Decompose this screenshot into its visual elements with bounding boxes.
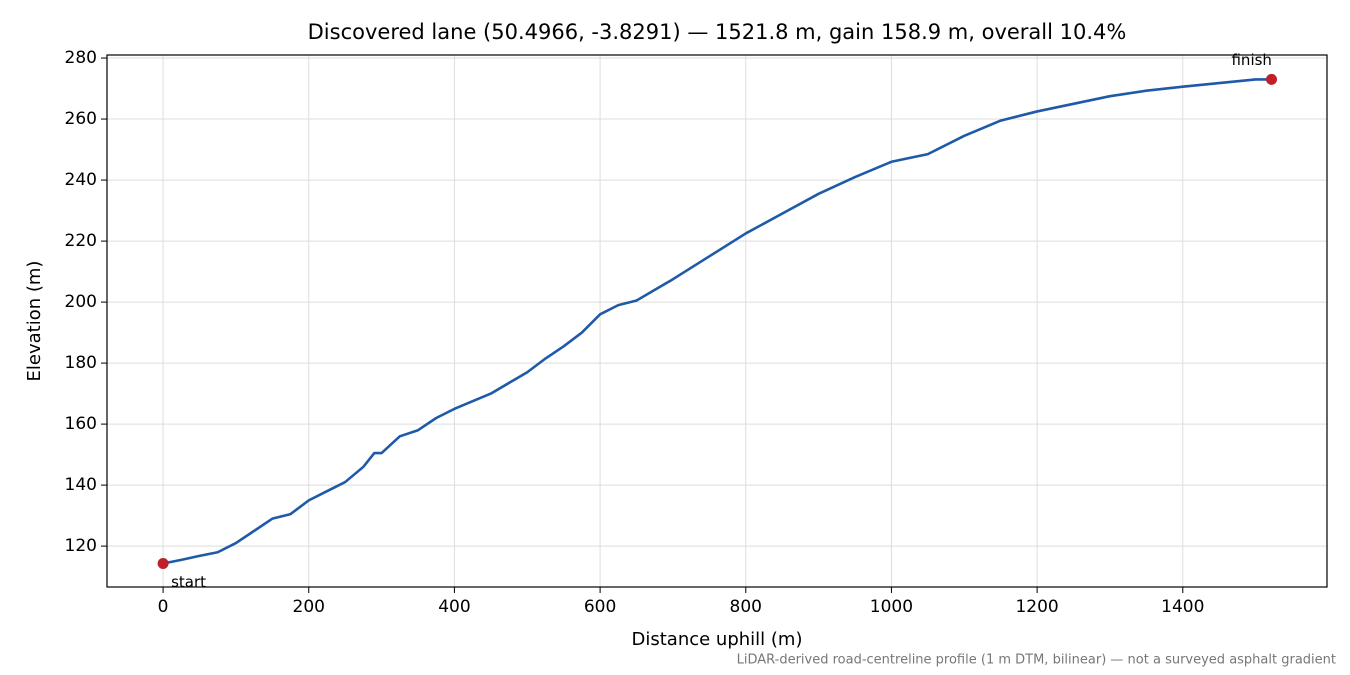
y-tick-label: 160 <box>65 414 97 434</box>
chart-title: Discovered lane (50.4966, -3.8291) — 152… <box>308 20 1127 44</box>
x-tick-label: 800 <box>730 597 762 617</box>
y-tick-label: 120 <box>65 536 97 556</box>
y-tick-label: 200 <box>65 292 97 312</box>
endpoint-label: start <box>171 573 206 591</box>
x-axis-label: Distance uphill (m) <box>632 629 803 650</box>
y-tick-label: 140 <box>65 475 97 495</box>
y-tick-label: 220 <box>65 231 97 251</box>
endpoint-marker <box>157 558 169 570</box>
x-tick-label: 400 <box>438 597 470 617</box>
x-tick-label: 0 <box>158 597 169 617</box>
endpoint-marker <box>1265 73 1277 85</box>
y-tick-label: 280 <box>65 48 97 68</box>
y-tick-label: 240 <box>65 170 97 190</box>
elevation-line <box>162 78 1272 565</box>
endpoint-label: finish <box>1231 51 1271 69</box>
y-tick-label: 260 <box>65 109 97 129</box>
plot-frame <box>106 54 1328 588</box>
x-tick-label: 600 <box>584 597 616 617</box>
x-tick-label: 1400 <box>1161 597 1204 617</box>
footnote: LiDAR-derived road-centreline profile (1… <box>737 653 1336 668</box>
x-tick-label: 1200 <box>1015 597 1058 617</box>
y-axis-label: Elevation (m) <box>24 261 45 382</box>
y-tick-label: 180 <box>65 353 97 373</box>
x-tick-label: 1000 <box>870 597 913 617</box>
x-tick-label: 200 <box>293 597 325 617</box>
